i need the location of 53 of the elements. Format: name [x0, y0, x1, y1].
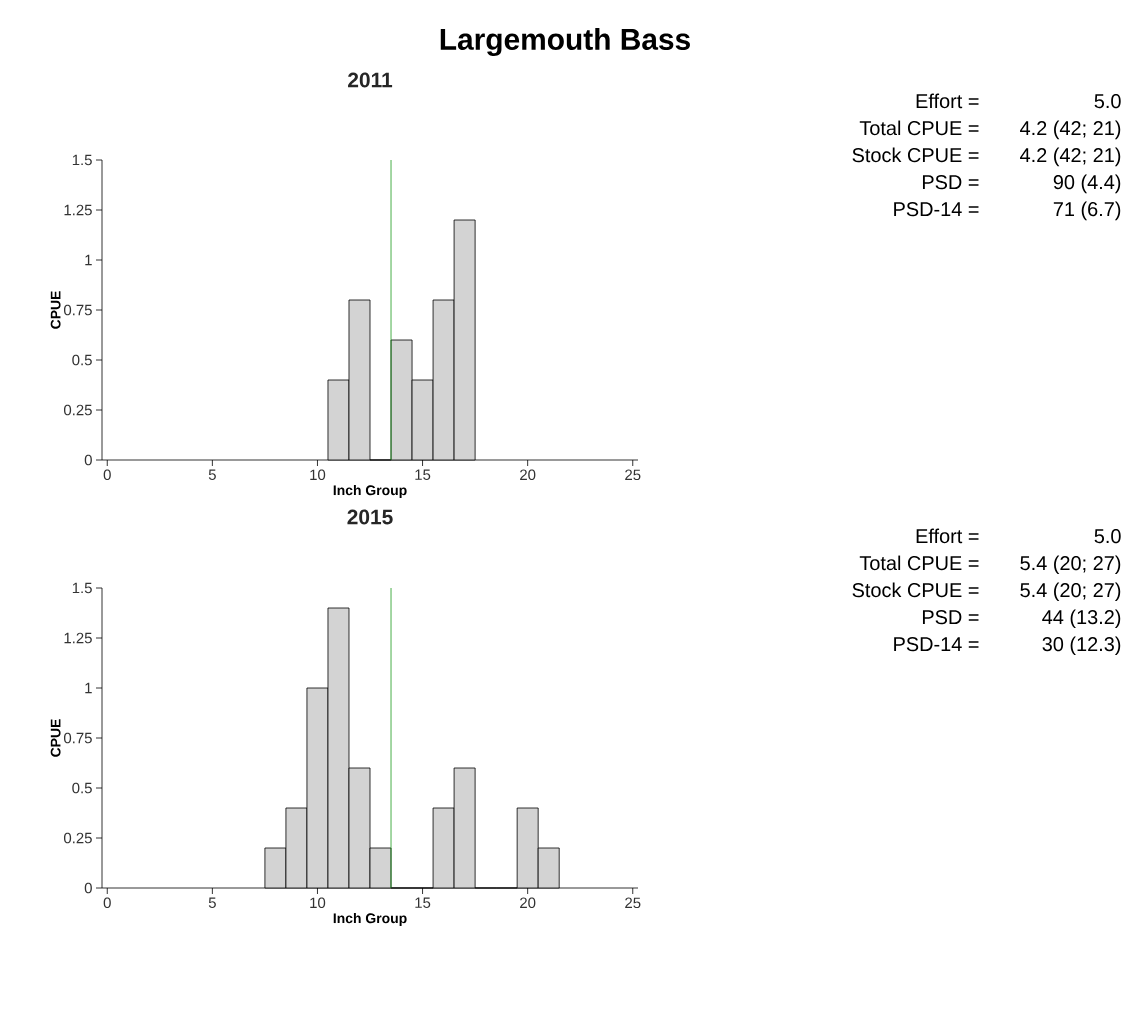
chart-title: Largemouth Bass [440, 28, 690, 56]
x-tick-label: 25 [625, 897, 641, 909]
text: 4.2 (42; 21) [1020, 120, 1121, 140]
text: PSD-14 = [894, 637, 979, 652]
text: 5.0 [1094, 94, 1121, 109]
x-tick-label: 10 [310, 897, 326, 909]
y-tick-label: 1 [85, 254, 92, 266]
x-tick-label: 25 [625, 469, 641, 481]
y-axis-title: CPUE [50, 291, 61, 329]
y-tick-label: 1.25 [64, 632, 92, 644]
x-tick-label: 0 [103, 897, 111, 909]
y-tick-label: 0.75 [63, 304, 92, 316]
x-axis-title: Inch Group [333, 484, 407, 498]
y-tick-label: 1.5 [72, 582, 92, 594]
text: Stock CPUE = [852, 147, 979, 163]
y-axis-title: CPUE [50, 719, 61, 757]
text: Total CPUE = [859, 120, 979, 136]
text: PSD = [922, 610, 979, 625]
y-tick-label: 0.5 [72, 354, 92, 366]
text: PSD-14 = [894, 202, 979, 217]
text: 71 (6.7) [1053, 201, 1121, 221]
x-tick-label: 15 [415, 469, 431, 480]
text: 90 (4.4) [1053, 174, 1121, 194]
x-tick-label: 5 [208, 469, 216, 480]
text: Stock CPUE = [852, 582, 979, 598]
text: 44 (13.2) [1042, 609, 1121, 629]
chart-subtitle: 2015 [347, 509, 393, 525]
x-tick-label: 20 [520, 469, 536, 481]
text: 4.2 (42; 21) [1020, 147, 1121, 167]
x-axis-title: Inch Group [333, 912, 407, 926]
x-tick-label: 5 [208, 897, 216, 908]
x-tick-label: 15 [415, 897, 431, 908]
y-tick-label: 0.75 [63, 732, 92, 744]
y-tick-label: 1 [85, 682, 92, 694]
text: Effort = [916, 528, 979, 544]
text: 5.4 (20; 27) [1020, 582, 1121, 602]
y-tick-label: 1.5 [72, 154, 92, 166]
text: 5.4 (20; 27) [1020, 555, 1121, 575]
x-tick-label: 10 [310, 469, 326, 481]
text: 5.0 [1094, 529, 1121, 544]
x-tick-label: 0 [103, 469, 111, 481]
text: Total CPUE = [859, 555, 979, 571]
y-tick-label: 0 [84, 882, 92, 894]
y-tick-label: 0.25 [63, 832, 92, 844]
y-tick-label: 0.5 [72, 782, 92, 794]
y-tick-label: 0 [84, 454, 92, 466]
y-tick-label: 0.25 [63, 404, 92, 416]
text: Effort = [916, 93, 979, 109]
y-tick-label: 1.25 [64, 204, 92, 216]
x-tick-label: 20 [520, 897, 536, 909]
chart-subtitle: 2011 [348, 72, 393, 88]
text: PSD = [922, 175, 979, 190]
text: 30 (12.3) [1042, 636, 1121, 656]
